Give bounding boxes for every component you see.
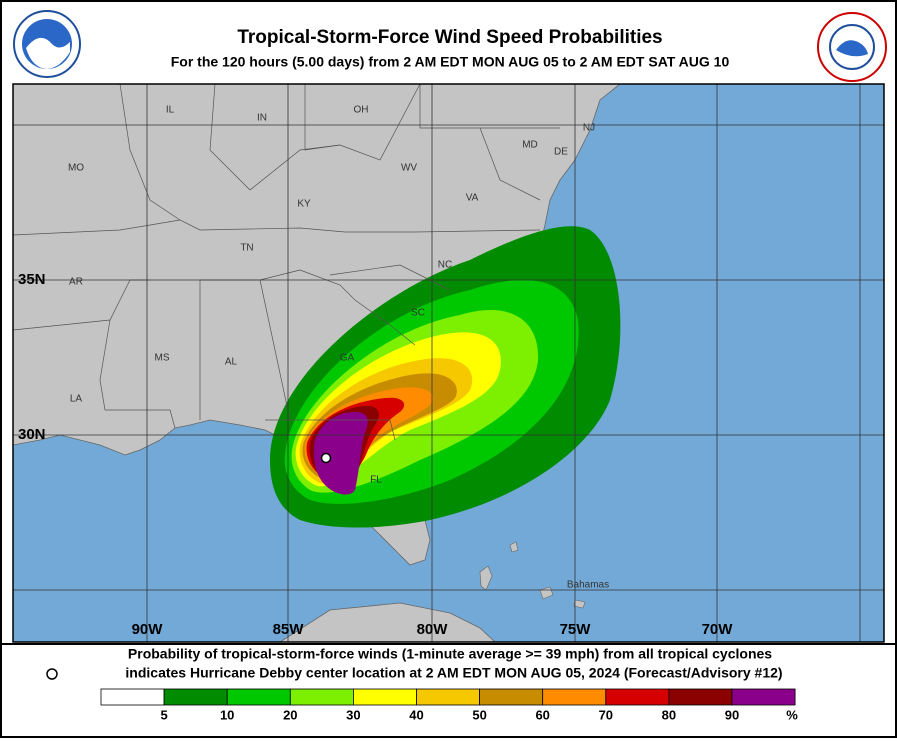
legend-swatch: [100, 688, 165, 706]
legend-label: 30: [346, 707, 360, 722]
state-label: IL: [166, 105, 175, 116]
state-label: SC: [411, 308, 425, 319]
state-label: MD: [522, 140, 538, 151]
legend-swatch: [605, 688, 670, 706]
state-label: MO: [68, 163, 84, 174]
map: IL IN OH MO KY WV VA NJ MD DE TN NC AR SC MS AL GA LA FL Ba…: [13, 84, 884, 642]
storm-center: [320, 452, 332, 464]
footer-line2: indicates Hurricane Debby center locatio…: [125, 665, 782, 681]
islands: [479, 541, 586, 609]
legend-label: 60: [535, 707, 549, 722]
lon-label: 85W: [273, 621, 305, 638]
state-label: OH: [354, 105, 369, 116]
state-label: MS: [155, 353, 170, 364]
state-label: TN: [240, 243, 253, 254]
state-label: DE: [554, 147, 568, 158]
state-label: KY: [297, 199, 311, 210]
legend-label: 10: [220, 707, 234, 722]
legend-swatch: [416, 688, 480, 706]
legend-label: 5: [160, 707, 167, 722]
title: Tropical-Storm-Force Wind Speed Probabil…: [237, 27, 662, 48]
legend-swatch: [668, 688, 733, 706]
legend-label: 20: [283, 707, 297, 722]
lon-label: 75W: [560, 621, 592, 638]
lon-label: 70W: [702, 621, 734, 638]
legend-swatch: [731, 688, 796, 706]
legend-label: 70: [599, 707, 613, 722]
state-label: VA: [466, 193, 479, 204]
subtitle: For the 120 hours (5.00 days) from 2 AM …: [171, 54, 730, 70]
legend-swatch: [226, 688, 291, 706]
legend-label: 90: [725, 707, 739, 722]
lon-label: 80W: [417, 621, 449, 638]
legend-label: 40: [409, 707, 423, 722]
legend-label: 50: [472, 707, 486, 722]
graticule: [13, 84, 884, 642]
legend-swatch: [352, 688, 417, 706]
legend-swatch: [542, 688, 607, 706]
lon-label: 90W: [132, 621, 164, 638]
state-label: WV: [401, 163, 417, 174]
probability-contours: [270, 226, 621, 528]
state-label: AL: [225, 357, 238, 368]
lat-label: 30N: [18, 426, 46, 443]
state-label: GA: [340, 353, 355, 364]
lat-label: 35N: [18, 271, 46, 288]
cuba: [279, 602, 496, 642]
map-border: [12, 83, 885, 643]
state-label: IN: [257, 113, 267, 124]
state-label: NJ: [583, 123, 595, 134]
map-labels: IL IN OH MO KY WV VA NJ MD DE TN NC AR SC MS AL GA LA FL Ba…: [18, 105, 733, 638]
state-label: NC: [438, 260, 452, 271]
contour: [313, 412, 368, 495]
legend-swatch: [289, 688, 354, 706]
legend: 5 10 20 30 40 50 60 70 80 90%: [100, 688, 798, 722]
place-label: Bahamas: [567, 580, 609, 591]
center-symbol: [46, 668, 58, 680]
legend-label: 80: [662, 707, 676, 722]
state-label: AR: [69, 277, 83, 288]
legend-swatch: [163, 688, 228, 706]
nws-logo: [817, 12, 887, 82]
state-label: LA: [70, 394, 83, 405]
state-label: FL: [370, 475, 382, 486]
legend-unit: %: [786, 707, 798, 722]
noaa-logo: [13, 10, 81, 78]
footer-line1: Probability of tropical-storm-force wind…: [128, 646, 772, 662]
legend-swatch: [479, 688, 544, 706]
